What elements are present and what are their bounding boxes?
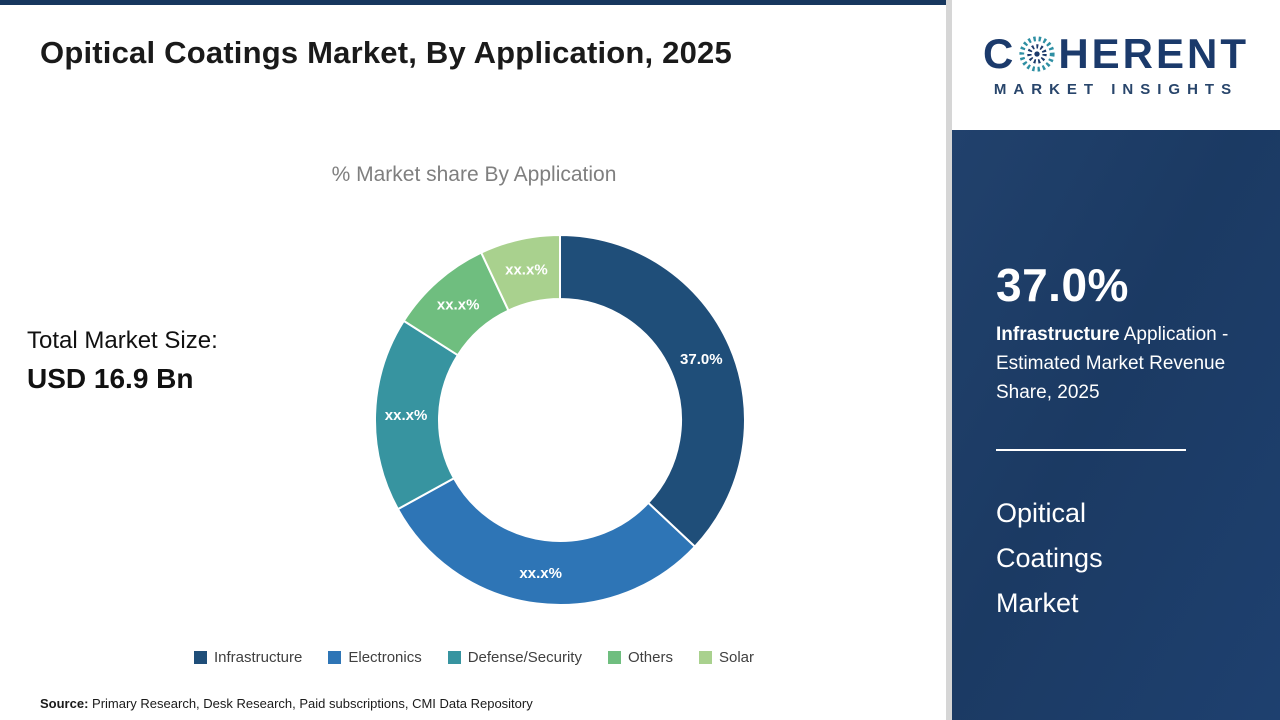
brand-logo: C HERENT MARKET INSIGHTS (952, 0, 1280, 130)
total-market-size: Total Market Size: USD 16.9 Bn (27, 327, 218, 395)
legend-swatch-solar (698, 651, 712, 664)
donut-chart: 37.0% xx.x% xx.x% xx.x% xx.x% (374, 233, 746, 606)
chart-subtitle: % Market share By Application (331, 163, 617, 186)
vertical-divider (946, 0, 952, 720)
donut-segment-solar (479, 233, 561, 312)
legend-item-others: Others (607, 649, 673, 666)
info-panel-body: 37.0% Infrastructure Application - Estim… (952, 130, 1280, 720)
legend-label-electronics: Electronics (348, 649, 422, 666)
report-market-name: Opitical Coatings Market (996, 498, 1103, 618)
donut-segment-label-others: xx.x% (437, 296, 480, 313)
legend-item-solar: Solar (698, 649, 754, 666)
legend-label-infrastructure: Infrastructure (213, 649, 303, 666)
legend-label-defense-security: Defense/Security (467, 649, 582, 666)
source-text: Primary Research, Desk Research, Paid su… (88, 696, 533, 711)
chart-legend: Infrastructure Electronics Defense/Securit… (0, 649, 948, 666)
donut-segment-label-electronics: xx.x% (519, 565, 562, 582)
donut-segment-infrastructure (559, 233, 746, 549)
highlight-stat-rest: Application - Estimated Market Revenue S… (996, 324, 1229, 403)
logo-text-post: HERENT (1058, 29, 1250, 77)
source-label: Source: (40, 696, 89, 711)
source-line: Source: Primary Research, Desk Research,… (40, 696, 533, 711)
legend-label-others: Others (627, 649, 673, 666)
page-title: Opitical Coatings Market, By Application… (40, 35, 732, 70)
highlight-stat-value: 37.0% (996, 259, 1129, 311)
total-market-size-value: USD 16.9 Bn (27, 363, 194, 394)
legend-swatch-defense-security (447, 651, 461, 664)
donut-segment-label-defense-security: xx.x% (385, 407, 428, 424)
legend-swatch-infrastructure (193, 651, 207, 664)
donut-segment-electronics (396, 476, 697, 606)
legend-swatch-electronics (328, 651, 342, 664)
highlight-stat-description: Infrastructure Application - Estimated M… (996, 320, 1248, 407)
legend-item-electronics: Electronics (328, 649, 422, 666)
total-market-size-label: Total Market Size: (27, 327, 218, 354)
highlight-stat-segment: Infrastructure (996, 324, 1120, 345)
panel-divider-line (996, 449, 1186, 451)
coherent-globe-icon (1019, 35, 1055, 72)
chart-area: Opitical Coatings Market, By Application… (0, 0, 948, 711)
legend-swatch-others (607, 651, 621, 664)
info-panel: C HERENT MARKET INSIGHTS 37.0% Infrastru… (952, 0, 1280, 720)
brand-logo-subtitle: MARKET INSIGHTS (993, 80, 1239, 98)
donut-segment-label-solar: xx.x% (505, 262, 548, 279)
legend-item-infrastructure: Infrastructure (193, 649, 303, 666)
legend-item-defense-security: Defense/Security (447, 649, 582, 666)
legend-label-solar: Solar (718, 649, 754, 666)
donut-segment-label-infrastructure: 37.0% (680, 351, 723, 368)
logo-text-pre: C (982, 29, 1017, 77)
brand-logo-wordmark: C HERENT (982, 29, 1250, 77)
